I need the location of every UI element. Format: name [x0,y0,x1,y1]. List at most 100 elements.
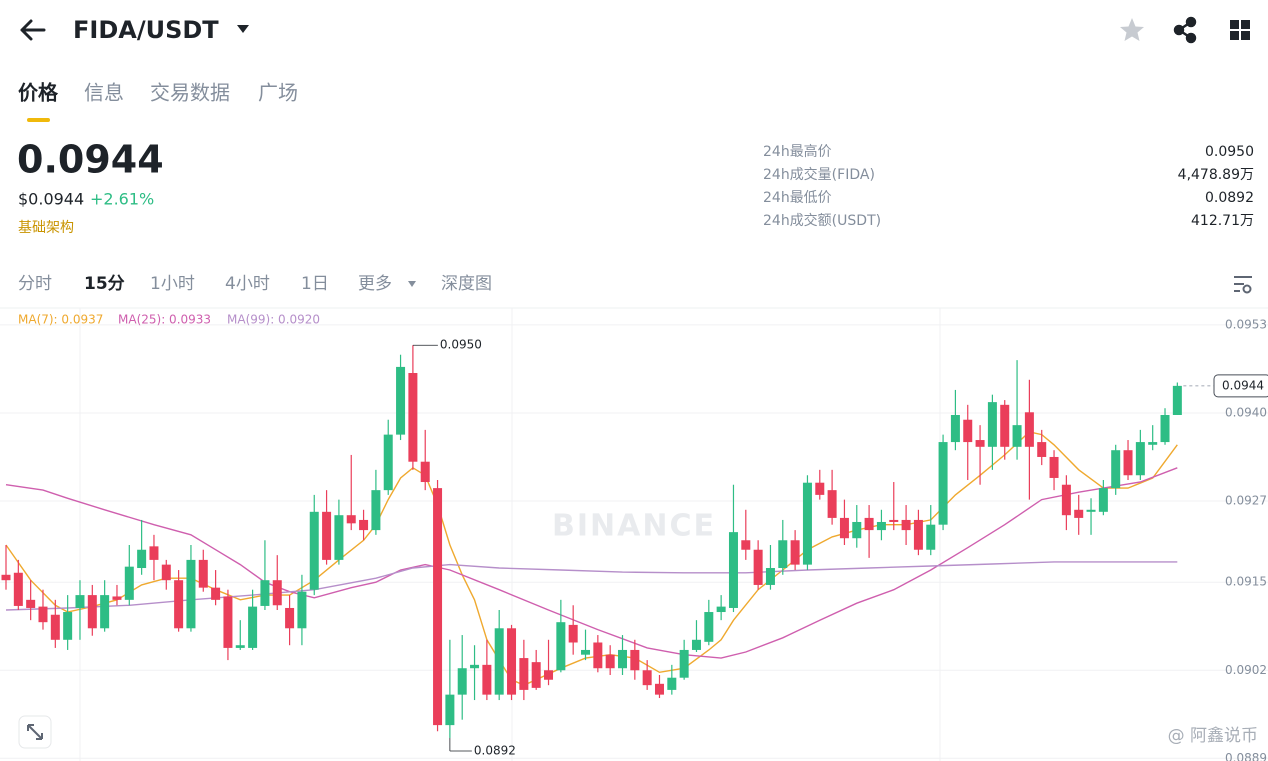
interval[interactable]: 分时 [18,274,52,294]
candle-body [1049,456,1059,478]
interval[interactable]: 4小时 [225,274,270,294]
candle-body [494,628,504,695]
tab-indicator [27,118,50,122]
y-tick-label: 0.0940 [1225,405,1267,419]
candle-body [26,599,36,608]
candle-body [174,580,184,629]
back-button[interactable] [20,19,46,41]
candle-body [704,612,714,642]
pair-title[interactable]: FIDA/USDT [73,16,219,44]
candle-body [1172,385,1182,415]
candle-body [1000,404,1010,447]
candle-body [605,654,615,669]
grid-icon[interactable] [1230,20,1250,40]
interval[interactable]: 深度图 [441,274,492,294]
candle-body [926,524,936,550]
candle-body [334,515,344,560]
kline-chart: BINANCE 0.0953 0.0940 0.0927 0.0915 0.0902 0.0… [0,317,1268,761]
candle-body [457,668,467,695]
interval[interactable]: 1小时 [150,274,195,294]
corner-watermark: @ 阿鑫说币 [1168,726,1258,746]
pair-dropdown[interactable] [237,25,249,33]
candle-body [716,606,726,613]
stat-value: 4,478.89万 [1178,167,1254,183]
legend-entry: MA(99): 0.0920 [227,313,320,327]
candle-body [1160,414,1170,443]
tab[interactable]: 价格 [18,81,59,105]
candle-body [556,622,566,671]
candle-body [901,519,911,531]
y-tick-label: 0.0902 [1225,663,1267,677]
legend-entry: MA(7): 0.0937 [18,313,103,327]
interval[interactable]: 1日 [301,274,329,294]
candle-body [38,606,48,623]
candle-body [507,628,517,695]
interval[interactable]: 更多 [358,274,392,294]
fullscreen-button[interactable] [18,715,52,749]
favorite-icon[interactable] [1120,18,1144,41]
last-price: 0.0944 [17,138,164,182]
candle-body [544,670,554,680]
candle-body [1123,450,1133,476]
candle-body [149,546,159,560]
candle-body [186,559,196,629]
candle-body [975,440,985,447]
candle-body [322,511,332,560]
candle-body [581,649,591,655]
tab[interactable]: 信息 [84,81,124,105]
share-icon[interactable] [1173,16,1197,44]
candle-body [1061,484,1071,516]
candle-body [642,670,652,686]
candle-body [654,683,664,695]
candle-body [63,612,73,640]
candle-body [198,559,208,588]
candle-body [987,402,997,447]
candle-body [346,515,356,524]
ma-line [5,467,1178,659]
candle-body [112,596,122,600]
candle-body [913,519,923,550]
candle-body [753,549,763,585]
stat-value: 0.0950 [1205,144,1254,160]
stat-label: 24h成交量(FIDA) [763,166,875,183]
candle-body [938,442,948,525]
candle-body [87,595,97,629]
y-tick-label: 0.0953 [1225,317,1267,331]
candle-body [272,580,282,606]
candle-body [1086,509,1096,512]
candle-body [383,434,393,491]
tab[interactable]: 交易数据 [150,81,230,105]
y-tick-label: 0.0915 [1225,575,1267,589]
candle-body [1,574,11,581]
stat-label: 24h最高价 [763,143,832,160]
candle-body [852,521,862,539]
candle-body [815,482,825,495]
legend-entry: MA(25): 0.0933 [118,313,211,327]
candle-body [864,517,874,531]
candle-body [568,624,578,643]
category-tag[interactable]: 基础架构 [18,219,74,236]
y-tick-label: 0.0889 [1225,751,1267,761]
candle-body [531,662,541,688]
current-price-box [1213,374,1268,398]
candle-body [1111,450,1121,489]
candle-body [248,606,258,648]
candle-body [482,664,492,695]
candle-body [50,614,60,640]
y-tick-label: 0.0927 [1225,493,1267,507]
settings-icon[interactable] [1234,276,1252,294]
tab[interactable]: 广场 [258,81,298,105]
candle-body [75,595,85,608]
interval[interactable]: 15分 [84,274,125,294]
candle-body [691,639,701,650]
candle-body [519,658,529,690]
candle-body [161,564,171,581]
stat-value: 0.0892 [1205,190,1254,206]
more-caret[interactable] [408,281,416,287]
candle-body [359,519,369,531]
candle-body [297,591,307,629]
candle-body [1037,442,1047,457]
candle-body [618,649,627,669]
